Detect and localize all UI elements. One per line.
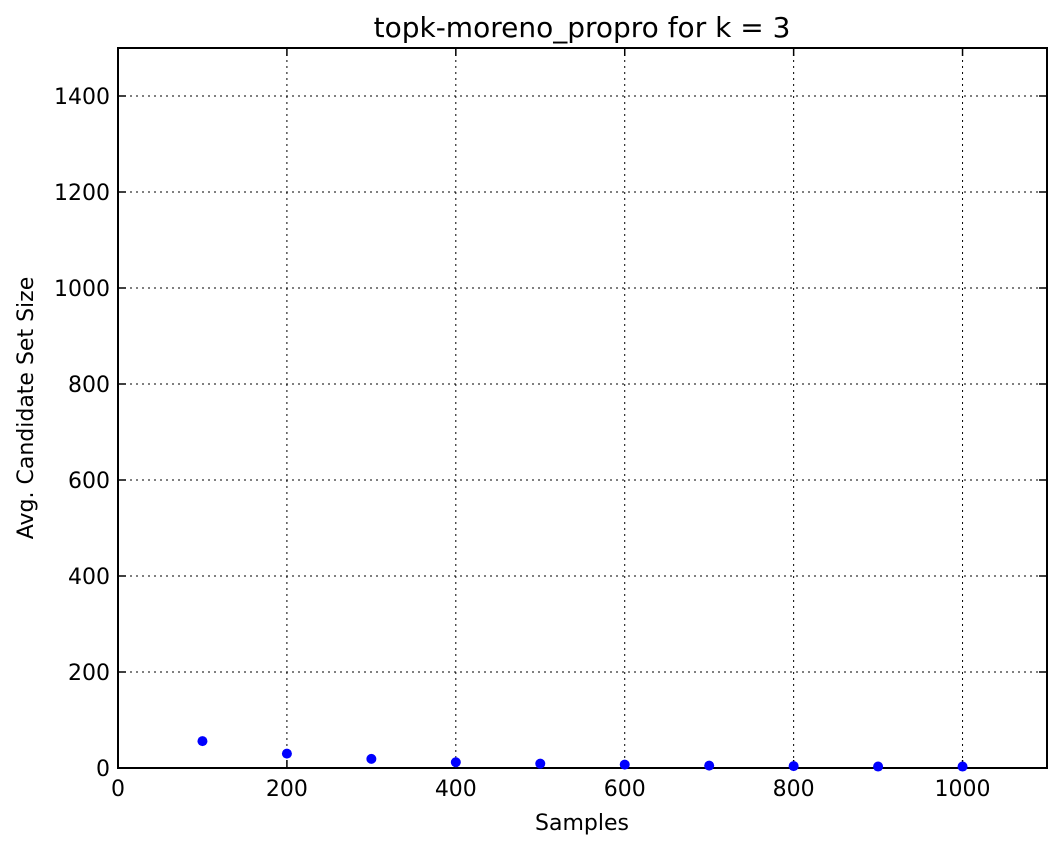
data-point	[450, 757, 461, 768]
x-tick-label: 600	[604, 777, 646, 802]
y-tick-label: 1400	[54, 85, 110, 110]
y-tick-label: 200	[68, 661, 110, 686]
data-point	[366, 753, 377, 764]
data-point	[788, 761, 799, 772]
data-point	[535, 758, 546, 769]
y-tick-label: 400	[68, 565, 110, 590]
y-axis-label: Avg. Candidate Set Size	[14, 277, 39, 539]
x-tick-label: 0	[111, 777, 125, 802]
data-points	[197, 736, 968, 772]
x-tick-label: 800	[773, 777, 815, 802]
plot-area-frame	[117, 47, 1048, 769]
data-point	[619, 759, 630, 770]
y-tick-label: 800	[68, 373, 110, 398]
data-point	[704, 760, 715, 771]
grid-lines	[117, 48, 1047, 769]
axis-ticks: 0 200 400 600 800 1000 0 200 400 600 800 1000 1200 14…	[54, 48, 1047, 802]
data-point	[197, 736, 208, 747]
y-tick-label: 0	[96, 757, 110, 782]
y-tick-label: 1200	[54, 181, 110, 206]
x-tick-label: 400	[435, 777, 477, 802]
x-tick-label: 1000	[935, 777, 991, 802]
y-tick-label: 600	[68, 469, 110, 494]
x-axis-label: Samples	[535, 811, 629, 836]
x-tick-label: 200	[266, 777, 308, 802]
data-point	[957, 761, 968, 772]
chart-title: topk-moreno_propro for k = 3	[374, 11, 791, 44]
data-point	[873, 761, 884, 772]
data-point	[281, 748, 292, 759]
y-tick-label: 1000	[54, 277, 110, 302]
